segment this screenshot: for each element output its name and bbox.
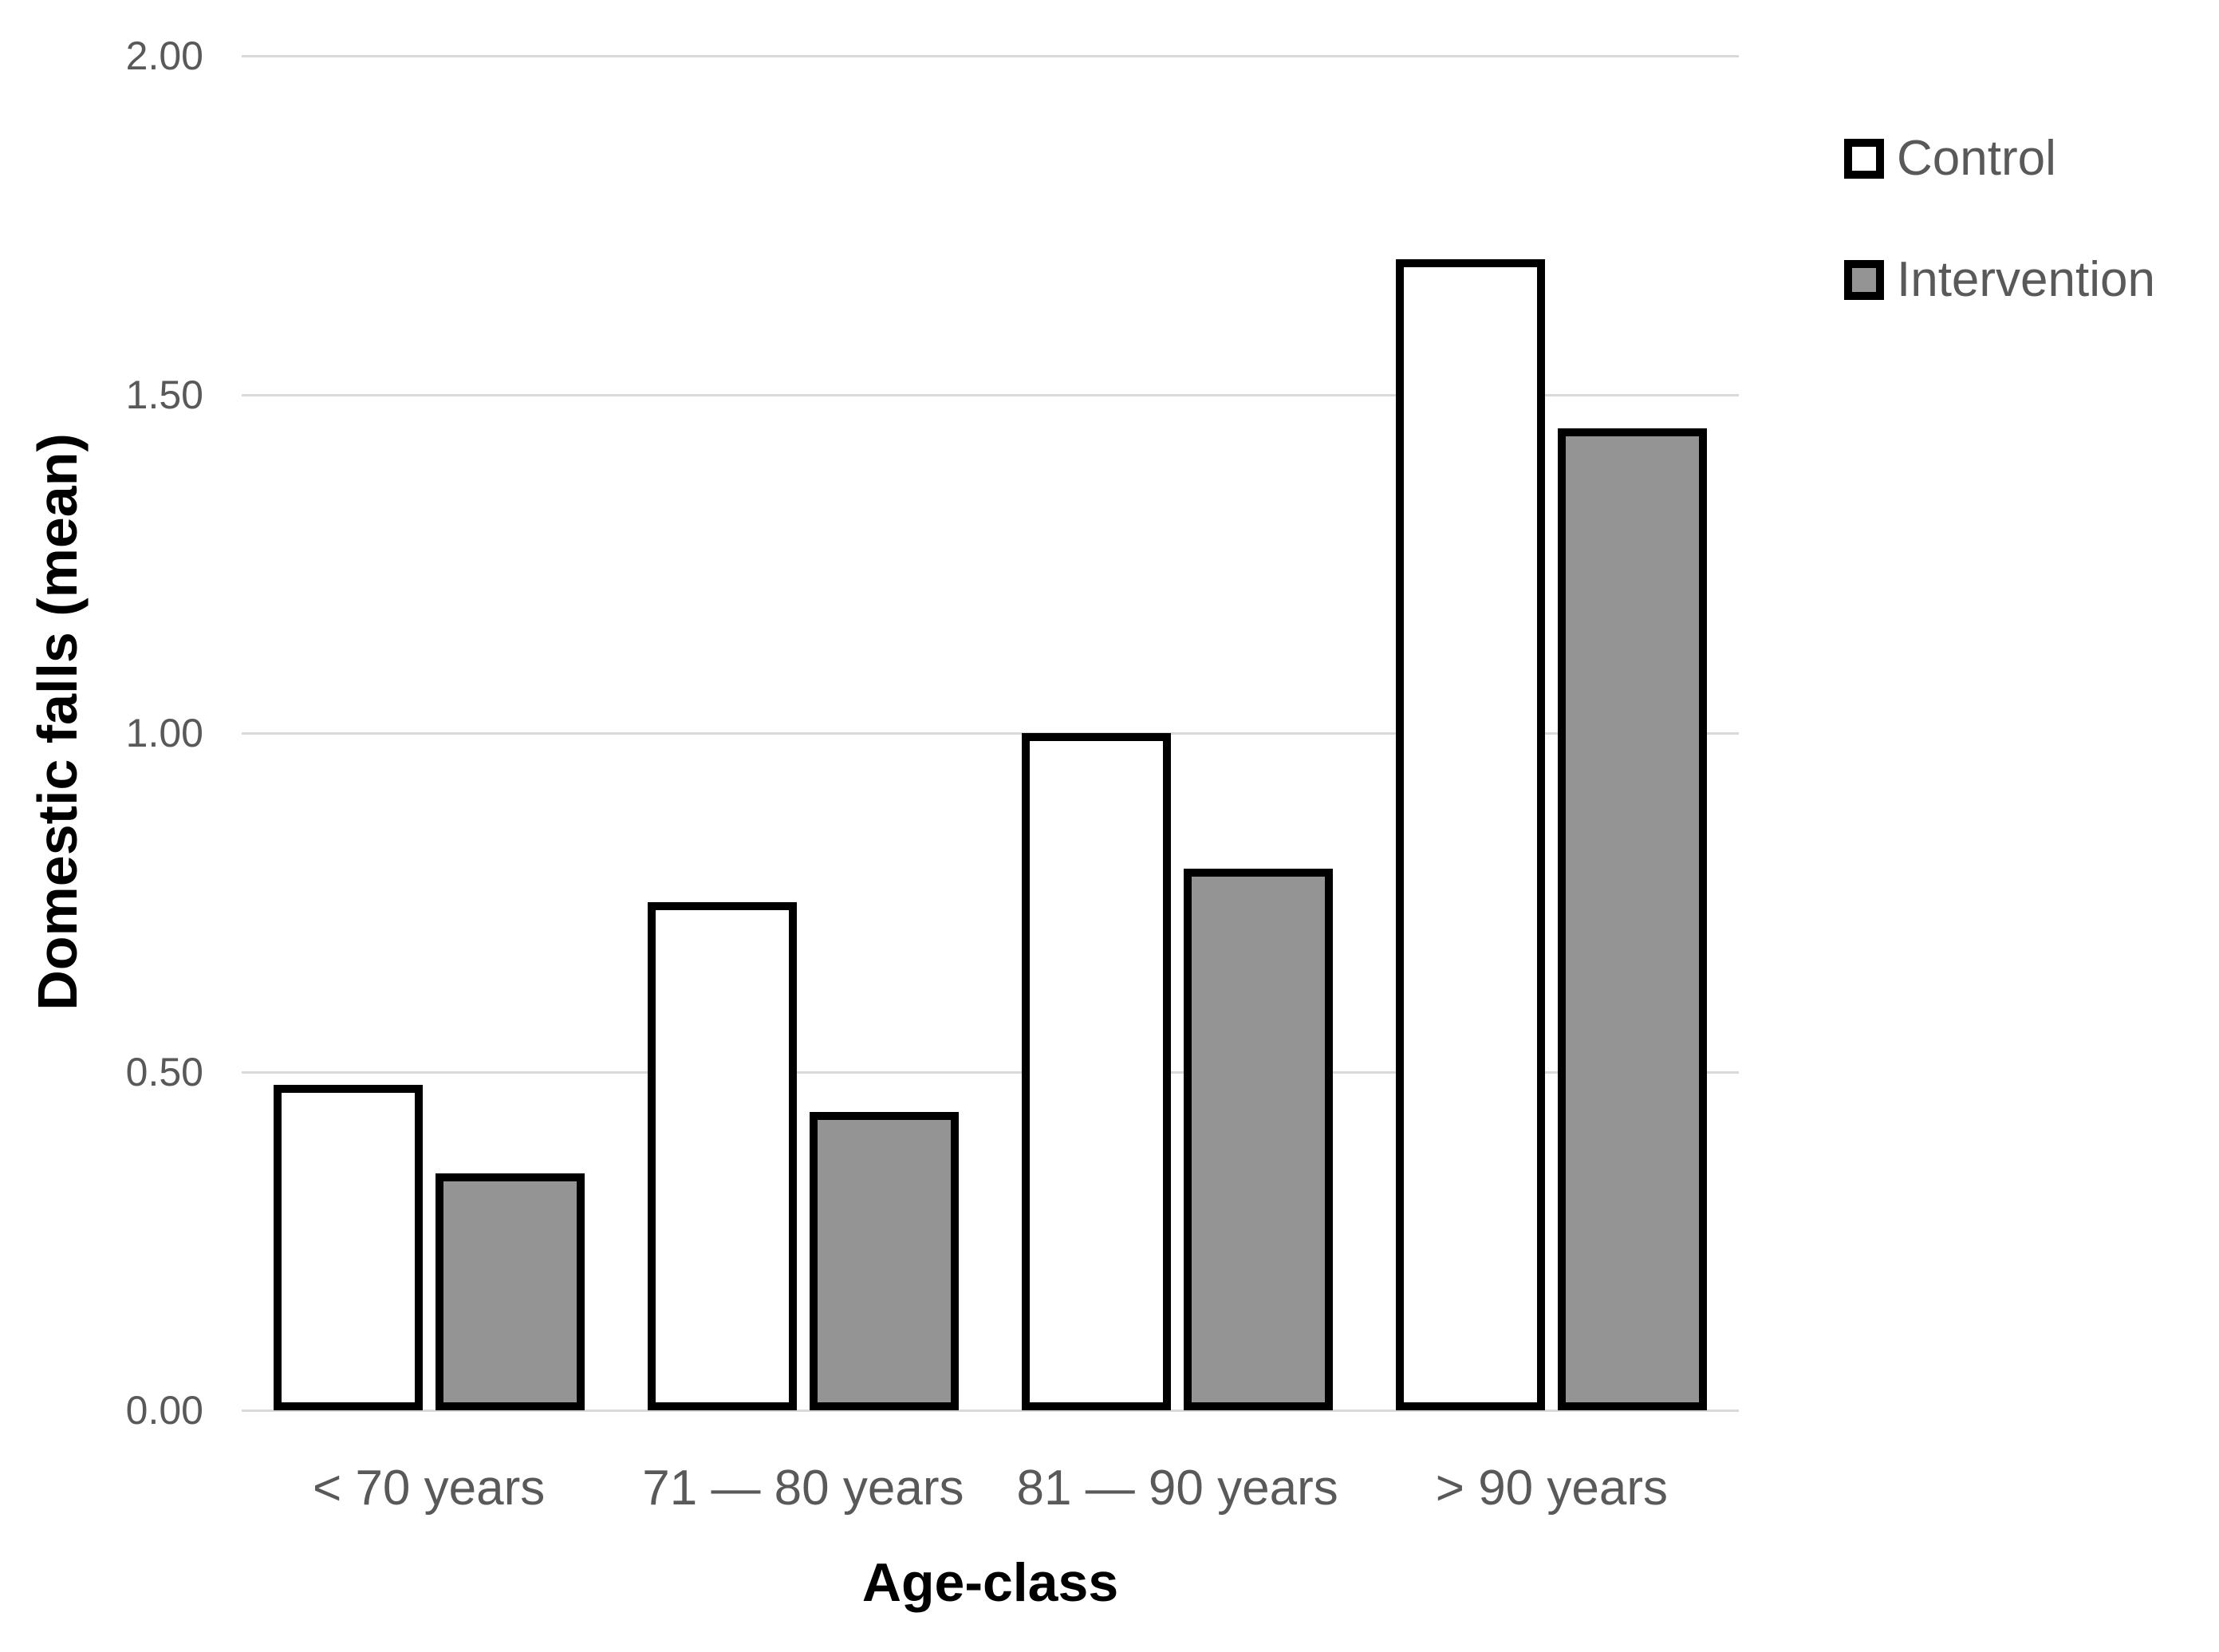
bar-control [1396, 258, 1546, 1410]
y-tick-label: 1.50 [125, 372, 203, 417]
bar-intervention [809, 1112, 959, 1410]
gridline [242, 393, 1739, 396]
x-axis-title: Age-class [861, 1552, 1119, 1613]
legend-item-control: Control [1844, 134, 2155, 183]
legend-item-intervention: Intervention [1844, 255, 2155, 305]
gridline [242, 732, 1739, 735]
legend-label: Control [1897, 131, 2056, 186]
bar-intervention [435, 1173, 585, 1410]
bar-control [273, 1085, 423, 1410]
bar-control [647, 902, 797, 1410]
legend-swatch-control-icon [1844, 139, 1884, 179]
y-tick-label: 1.00 [125, 711, 203, 755]
bar-intervention [1184, 868, 1334, 1410]
bar-intervention [1558, 428, 1708, 1410]
legend-swatch-intervention-icon [1844, 260, 1884, 300]
bar-control [1022, 733, 1172, 1410]
legend-label: Intervention [1897, 252, 2155, 307]
legend: Control Intervention [1844, 134, 2155, 377]
x-category-label: 71 — 80 years [642, 1461, 964, 1516]
gridline [242, 1070, 1739, 1074]
x-category-label: > 90 years [1435, 1461, 1668, 1516]
gridline [242, 55, 1739, 57]
x-category-label: < 70 years [313, 1461, 546, 1516]
gridline [242, 1410, 1739, 1412]
y-tick-label: 2.00 [125, 34, 203, 78]
x-category-label: 81 — 90 years [1016, 1461, 1338, 1516]
y-tick-label: 0.50 [125, 1049, 203, 1094]
y-tick-label: 0.00 [125, 1388, 203, 1433]
